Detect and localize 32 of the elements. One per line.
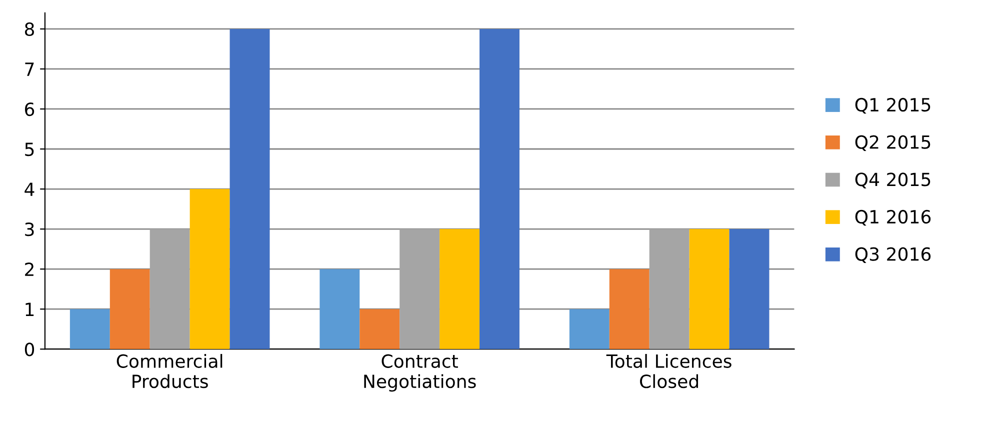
y-tick-label: 8	[24, 22, 34, 36]
legend-label: Q3 2016	[855, 247, 931, 263]
y-tick-label: 2	[25, 262, 34, 276]
x-tick-label: Contract Negotiations	[364, 354, 476, 392]
bar	[480, 28, 520, 350]
bar	[440, 229, 480, 350]
y-tick-label: 3	[25, 222, 34, 236]
bar	[320, 269, 360, 350]
bar	[729, 229, 770, 350]
y-tick-label: 4	[24, 182, 34, 196]
bar	[190, 189, 230, 350]
legend-label: Q1 2016	[855, 210, 931, 226]
y-tick-label: 7	[25, 62, 34, 76]
y-tick-label: 1	[26, 302, 34, 316]
bar	[569, 309, 610, 350]
bar	[689, 229, 730, 350]
x-tick-label: Commercial Products	[116, 354, 222, 388]
bar	[230, 28, 270, 350]
bar	[150, 229, 190, 350]
y-tick-label: 5	[25, 142, 34, 156]
bar	[609, 269, 650, 350]
y-tick-label: 0	[24, 342, 34, 356]
bar	[360, 309, 400, 350]
bar	[649, 229, 690, 350]
legend-label: Q2 2015	[855, 135, 930, 151]
y-tick-label: 6	[25, 102, 34, 116]
bar	[70, 309, 110, 350]
bar	[110, 269, 150, 350]
legend-label: Q1 2015	[855, 98, 930, 114]
legend-label: Q4 2015	[855, 172, 930, 188]
bar	[400, 229, 440, 350]
x-tick-label: Total Licences Closed	[606, 354, 732, 388]
